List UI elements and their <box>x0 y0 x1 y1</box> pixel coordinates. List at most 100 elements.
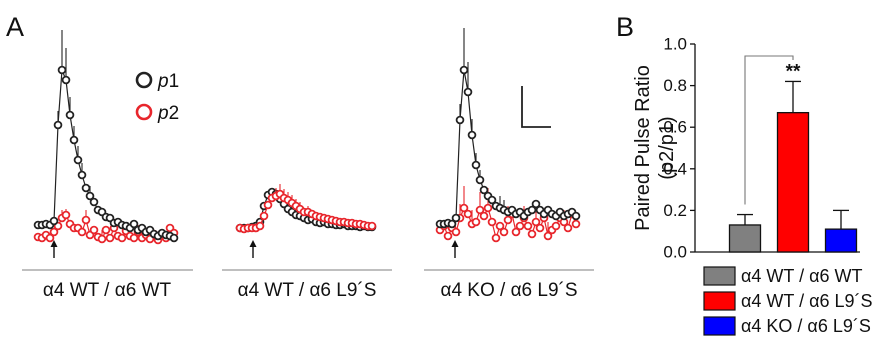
p1-trace-point <box>471 160 481 170</box>
p2-trace-point <box>551 221 561 231</box>
p1-trace-point <box>527 205 537 215</box>
trace-group-1 <box>33 30 179 245</box>
y-tick-label: 0.8 <box>663 76 687 95</box>
legend-swatch <box>703 316 736 336</box>
panel-b-letter: B <box>616 12 634 42</box>
p1-trace-point <box>169 233 179 243</box>
p2-trace-point <box>101 225 111 235</box>
y-tick-label: 0.6 <box>663 118 687 137</box>
p1-trace-point <box>89 197 99 207</box>
p2-trace-point <box>543 231 553 241</box>
p1-trace-point <box>531 199 541 209</box>
p1-trace-point <box>81 183 91 193</box>
y-tick-label: 0.2 <box>663 201 687 220</box>
y-tick-label: 1.0 <box>663 35 687 54</box>
legend-label: α4 WT / α6 WT <box>741 266 862 286</box>
legend-p1-marker <box>135 71 153 89</box>
p2-trace-point <box>495 221 505 231</box>
p1-trace-point <box>65 110 75 120</box>
p2-trace-point <box>443 231 453 241</box>
p2-trace-point <box>471 217 481 227</box>
p1-trace-point <box>53 120 63 130</box>
p2-trace-point <box>49 227 59 237</box>
legend-p2-marker <box>135 103 153 121</box>
p2-trace-point <box>117 233 127 243</box>
panel-a-legend: p1 p2 <box>135 71 179 124</box>
legend-label: α4 KO / α6 L9´S <box>741 316 871 336</box>
group-label: α4 KO / α6 L9´S <box>440 280 577 301</box>
p1-trace-point <box>85 191 95 201</box>
p1-trace-point <box>475 175 485 185</box>
p2-trace-point <box>463 209 473 219</box>
p2-trace-point <box>259 211 269 221</box>
scale-bar <box>521 86 551 128</box>
significance-label: ** <box>786 61 801 82</box>
p2-trace-point <box>459 203 469 213</box>
p2-trace-point <box>89 225 99 235</box>
p2-trace-point <box>503 215 513 225</box>
p2-trace-point <box>571 219 581 229</box>
p2-trace-point <box>61 210 71 220</box>
p1-trace-point <box>57 65 67 75</box>
p1-trace-point <box>455 115 465 125</box>
p1-trace-point <box>447 219 457 229</box>
p2-trace-point <box>515 221 525 231</box>
p1-trace-point <box>49 216 59 226</box>
p2-trace-point <box>475 205 485 215</box>
trace-group-3 <box>435 28 581 243</box>
p1-trace-line <box>440 69 577 225</box>
y-axis-label: Paired Pulse Ratio <box>632 65 654 231</box>
panel-a-letter: A <box>6 12 24 42</box>
p2-trace-point <box>105 233 115 243</box>
trace-group-2 <box>235 184 377 234</box>
bar <box>728 224 762 253</box>
stimulus-arrow <box>451 240 459 258</box>
group-label: α4 WT / α6 WT <box>43 280 172 301</box>
p2-trace-point <box>263 200 273 210</box>
p1-trace-point <box>487 195 497 205</box>
p1-trace-point <box>129 219 139 229</box>
p2-trace-point <box>81 215 91 225</box>
p2-trace-point <box>535 223 545 233</box>
p2-trace-point <box>523 221 533 231</box>
p1-trace-point <box>61 75 71 85</box>
p2-trace-point <box>531 217 541 227</box>
p2-trace-point <box>487 217 497 227</box>
p1-trace-point <box>467 130 477 140</box>
p2-trace-point <box>367 221 377 231</box>
bar <box>824 228 858 253</box>
y-axis-sublabel: (p2/p1) <box>656 116 678 179</box>
p2-trace-point <box>45 233 55 243</box>
significance-bracket <box>744 55 794 205</box>
p2-trace-point <box>451 227 461 237</box>
p1-trace-point <box>73 155 83 165</box>
p1-trace-point <box>451 213 461 223</box>
p2-trace-point <box>499 227 509 237</box>
p2-trace-point <box>479 211 489 221</box>
legend-label: α4 WT / α6 L9´S <box>741 291 873 311</box>
legend-swatch <box>703 266 736 286</box>
p2-trace-point <box>77 227 87 237</box>
p2-trace-point <box>511 227 521 237</box>
legend-p1-label: p1 <box>157 71 179 92</box>
group-label: α4 WT / α6 L9´S <box>238 280 377 301</box>
p1-trace-point <box>77 170 87 180</box>
legend-swatch <box>703 291 736 311</box>
y-tick-label: 0.0 <box>663 243 687 262</box>
p2-trace-point <box>129 233 139 243</box>
p2-trace-point <box>97 234 107 244</box>
legend-p2-label: p2 <box>157 103 179 124</box>
bar <box>776 111 810 253</box>
p1-trace-point <box>459 65 469 75</box>
y-tick-label: 0.4 <box>663 159 687 178</box>
p2-trace-point <box>563 223 573 233</box>
p2-trace-point <box>491 233 501 243</box>
p2-trace-point <box>483 203 493 213</box>
p1-trace-point <box>571 211 581 221</box>
bar-chart: 0.0 0.2 0.4 0.6 0.8 1.0 Paired Pulse Ratio (p2/… <box>632 35 873 337</box>
p1-trace-point <box>479 185 489 195</box>
p1-trace-point <box>69 135 79 145</box>
stimulus-arrow <box>50 240 58 258</box>
p2-trace-point <box>255 221 265 231</box>
